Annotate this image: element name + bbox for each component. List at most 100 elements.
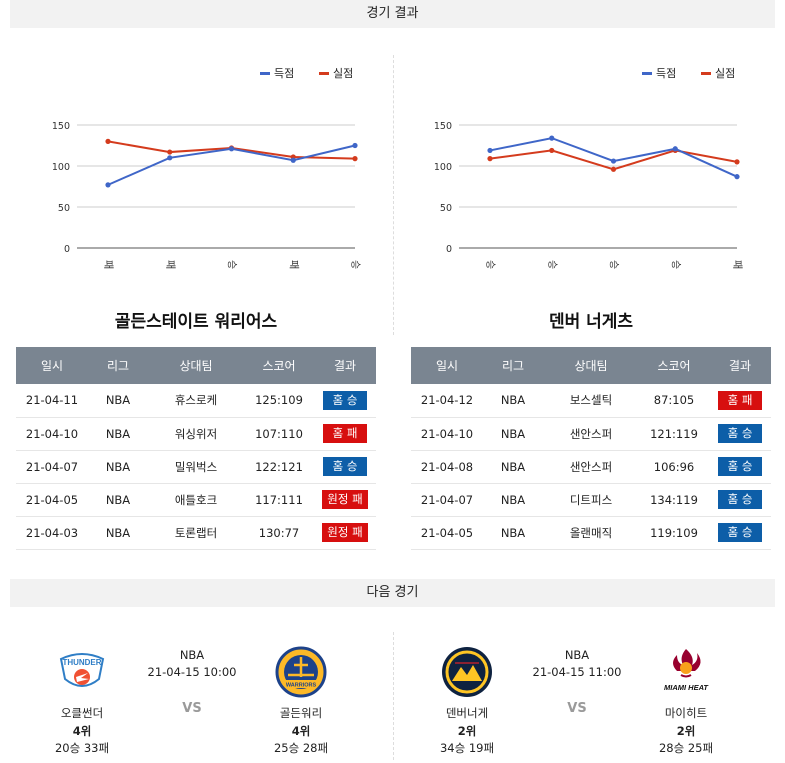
legend-label-allowed: 실점 (333, 67, 353, 80)
cell-opp: 보스셀틱 (543, 384, 639, 418)
svg-text:THUNDER: THUNDER (62, 658, 101, 667)
cell-score: 117:111 (244, 483, 314, 517)
cell-score: 119:109 (639, 516, 709, 550)
cell-league: NBA (88, 483, 148, 517)
data-point-allowed (487, 156, 493, 162)
x-tick-label: 승 (484, 260, 496, 269)
data-point-scored (105, 182, 111, 188)
nuggets-logo (440, 645, 494, 699)
table-row: 21-04-10 NBA 워싱위저 107:110 홈 패 (16, 417, 376, 451)
y-tick-label: 150 (52, 121, 70, 132)
column-header: 결과 (314, 347, 376, 384)
cell-opp: 밀워벅스 (148, 450, 244, 484)
cell-league: NBA (483, 384, 543, 418)
team-record: 25승 28패 (273, 741, 329, 755)
x-tick-label: 승 (349, 260, 361, 269)
result-badge: 원정 패 (322, 523, 368, 542)
x-tick-label: 패 (731, 260, 743, 269)
svg-text:MIAMI HEAT: MIAMI HEAT (664, 683, 709, 692)
data-point-scored (610, 158, 617, 164)
column-header: 일시 (411, 347, 483, 384)
vs-label: VS (567, 701, 587, 716)
cell-score: 106:96 (639, 450, 709, 484)
chart-left: 득점 실점 0 50 100 150 패 패 승 패 승 (30, 55, 370, 275)
cell-league: NBA (88, 417, 148, 451)
table-row: 21-04-07 NBA 밀워벅스 122:121 홈 승 (16, 450, 376, 484)
legend-label-scored: 득점 (656, 67, 676, 80)
cell-date: 21-04-10 (411, 417, 483, 451)
team-rank: 4위 (291, 724, 311, 738)
data-point-allowed (549, 147, 555, 154)
next-title: 다음 경기 (366, 585, 419, 600)
table-row: 21-04-10 NBA 샌안스퍼 121:119 홈 승 (411, 417, 771, 451)
cell-result: 홈 승 (314, 450, 376, 484)
cell-date: 21-04-07 (16, 450, 88, 484)
legend-swatch-allowed (319, 72, 329, 75)
y-tick-label: 50 (440, 203, 452, 214)
cell-date: 21-04-12 (411, 384, 483, 418)
cell-date: 21-04-03 (16, 516, 88, 550)
column-header: 리그 (88, 347, 148, 384)
cell-result: 홈 승 (709, 450, 771, 484)
match-league: NBA (564, 648, 590, 662)
result-badge: 홈 승 (718, 424, 762, 443)
next-team-away[interactable]: WARRIORS 골든워리 4위 25승 28패 (246, 645, 356, 756)
result-badge: 홈 패 (323, 424, 367, 443)
cell-opp: 토론랩터 (148, 516, 244, 550)
cell-score: 134:119 (639, 483, 709, 517)
results-table-left: 일시 리그 상대팀 스코어 결과 21-04-11 NBA 휴스로케 125:109 홈 승 21-… (16, 347, 376, 550)
warriors-logo: WARRIORS (274, 645, 328, 699)
cell-opp: 샌안스퍼 (543, 417, 639, 451)
team-title-left: 골든스테이트 워리어스 (114, 312, 278, 332)
cell-opp: 워싱위저 (148, 417, 244, 451)
result-badge: 원정 패 (322, 490, 368, 509)
column-header: 스코어 (639, 347, 709, 384)
cell-result: 홈 승 (709, 417, 771, 451)
match-datetime: 21-04-15 11:00 (532, 665, 622, 679)
cell-score: 87:105 (639, 384, 709, 418)
result-badge: 홈 승 (323, 457, 367, 476)
results-title: 경기 결과 (366, 6, 419, 21)
x-tick-label: 승 (226, 260, 238, 269)
next-game-left: THUNDER 오클썬더 4위 20승 33패 NBA 21-04-15 10:… (10, 645, 390, 755)
cell-league: NBA (483, 450, 543, 484)
data-point-scored (228, 146, 235, 152)
cell-opp: 샌안스퍼 (543, 450, 639, 484)
cell-league: NBA (88, 516, 148, 550)
next-team-home[interactable]: THUNDER 오클썬더 4위 20승 33패 (27, 645, 137, 756)
chart-right: 득점 실점 0 50 100 150 승 승 승 승 패 (412, 55, 752, 275)
table-row: 21-04-08 NBA 샌안스퍼 106:96 홈 승 (411, 450, 771, 484)
cell-result: 홈 승 (314, 384, 376, 418)
cell-opp: 휴스로케 (148, 384, 244, 418)
team-rank: 2위 (676, 724, 696, 738)
next-team-away[interactable]: MIAMI HEAT 마이히트 2위 28승 25패 (631, 645, 741, 756)
next-team-home[interactable]: 덴버너게 2위 34승 19패 (412, 645, 522, 756)
cell-league: NBA (483, 516, 543, 550)
data-point-scored (167, 155, 173, 161)
cell-result: 홈 패 (709, 384, 771, 418)
data-point-allowed (352, 156, 358, 162)
cell-result: 원정 패 (314, 483, 376, 517)
team-rank: 4위 (72, 724, 92, 738)
team-name: 골든워리 (279, 706, 323, 720)
legend-label-scored: 득점 (274, 67, 294, 80)
table-row: 21-04-12 NBA 보스셀틱 87:105 홈 패 (411, 384, 771, 418)
column-header: 스코어 (244, 347, 314, 384)
data-point-scored (487, 147, 493, 154)
cell-score: 122:121 (244, 450, 314, 484)
result-badge: 홈 승 (323, 390, 367, 410)
series-line-scored (107, 144, 356, 186)
cell-opp: 올랜매직 (543, 516, 639, 550)
x-tick-label: 패 (287, 260, 299, 269)
data-point-allowed (610, 166, 617, 172)
svg-text:WARRIORS: WARRIORS (286, 683, 317, 689)
x-tick-label: 승 (608, 260, 620, 269)
result-badge: 홈 승 (718, 523, 762, 542)
match-datetime: 21-04-15 10:00 (147, 665, 237, 679)
cell-score: 125:109 (244, 384, 314, 418)
chart-legend: 득점 실점 (642, 67, 735, 80)
legend-swatch-allowed (701, 72, 711, 75)
cell-result: 홈 승 (709, 483, 771, 517)
table-row: 21-04-11 NBA 휴스로케 125:109 홈 승 (16, 384, 376, 418)
legend-swatch-scored (642, 72, 652, 75)
